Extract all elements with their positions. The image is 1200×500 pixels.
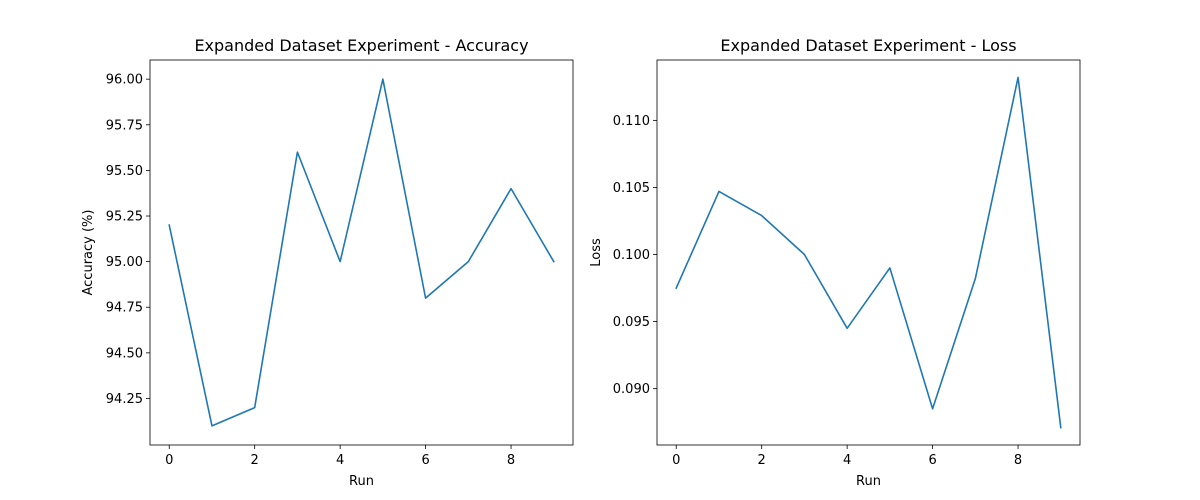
accuracy-chart-title: Expanded Dataset Experiment - Accuracy [194,36,528,55]
accuracy-y-tick-label: 96.00 [106,73,143,88]
loss-x-tick-label: 8 [1014,453,1022,468]
loss-chart: 0 2 4 6 8 0.090 0.095 0.100 0.105 0.110 Expanded D… [589,36,1081,489]
loss-y-tick-label: 0.105 [613,181,650,196]
accuracy-x-tick-label: 6 [421,453,429,468]
accuracy-y-tick-label: 94.25 [106,392,143,407]
accuracy-y-tick-label: 95.25 [106,210,143,225]
loss-x-tick-label: 6 [928,453,936,468]
accuracy-axes-frame [149,59,574,446]
accuracy-y-tick-label: 95.00 [106,255,143,270]
loss-x-tick-label: 0 [672,453,680,468]
loss-x-tick-label: 2 [758,453,766,468]
accuracy-series-line [168,78,555,427]
accuracy-x-tick-label: 8 [507,453,515,468]
accuracy-y-tick-label: 94.50 [106,346,143,361]
loss-axes-frame [656,59,1081,446]
loss-x-axis-label: Run [856,474,881,489]
accuracy-y-axis-label: Accuracy (%) [81,210,96,296]
loss-y-tick-label: 0.110 [613,114,650,129]
loss-y-axis-label: Loss [589,238,604,267]
accuracy-x-tick-label: 0 [165,453,173,468]
loss-y-tick-label: 0.095 [613,315,650,330]
loss-x-tick-label: 4 [843,453,851,468]
accuracy-y-tick-label: 94.75 [106,301,143,316]
accuracy-y-tick-label: 95.75 [106,118,143,133]
accuracy-x-tick-label: 4 [336,453,344,468]
loss-series-line [675,76,1062,429]
accuracy-chart: 0 2 4 6 8 94.25 94.50 94.75 95.00 95.25 95.50 95.75… [81,36,574,489]
accuracy-x-axis-label: Run [349,474,374,489]
accuracy-y-tick-label: 95.50 [106,164,143,179]
loss-chart-title: Expanded Dataset Experiment - Loss [720,36,1016,55]
loss-y-tick-label: 0.100 [613,248,650,263]
accuracy-x-tick-label: 2 [251,453,259,468]
loss-y-tick-label: 0.090 [613,382,650,397]
